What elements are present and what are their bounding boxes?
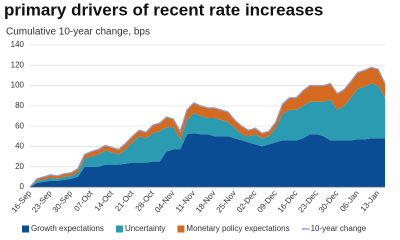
x-tick-label: 09-Dec: [255, 189, 278, 215]
y-tick-label: 100: [11, 81, 25, 90]
x-tick-label: 06-Jan: [338, 189, 361, 214]
y-tick-label: 140: [11, 40, 25, 49]
legend-swatch: [177, 225, 185, 233]
line: [29, 66, 386, 188]
x-tick-label: 02-Dec: [235, 189, 258, 215]
y-tick-label: 20: [15, 162, 24, 171]
y-tick-label: 80: [15, 101, 24, 110]
x-tick-label: 30-Sep: [51, 188, 75, 214]
x-tick-label: 23-Sep: [30, 188, 54, 214]
area: [30, 83, 385, 187]
x-tick-label: 25-Nov: [214, 189, 237, 215]
y-tick-label: 0: [20, 182, 25, 191]
x-tick-label: 07-Oct: [72, 188, 95, 213]
legend-label: Growth expectations: [31, 224, 104, 233]
legend-label: 10-year change: [311, 224, 367, 233]
x-tick-label: 04-Nov: [153, 189, 176, 215]
y-tick-label: 60: [15, 121, 24, 130]
legend-swatch: [115, 225, 123, 233]
x-tick-label: 11-Nov: [174, 189, 197, 214]
y-tick-label: 40: [15, 142, 24, 151]
legend-label: Uncertainty: [125, 224, 165, 233]
x-tick-label: 16-Sep: [10, 188, 34, 214]
x-tick-label: 30-Dec: [317, 189, 340, 215]
x-tick-label: 16-Dec: [276, 189, 299, 215]
chart-title: primary drivers of recent rate increases: [4, 0, 323, 19]
area: [30, 133, 385, 187]
y-tick-label: 120: [11, 60, 25, 69]
legend-label: Monetary policy expectations: [186, 224, 289, 233]
legend-swatch: [22, 225, 29, 233]
x-tick-label: 23-Dec: [296, 189, 319, 215]
x-tick-label: 13-Jan: [359, 189, 382, 214]
chart-subtitle: Cumulative 10-year change, bps: [6, 27, 150, 38]
x-tick-label: 14-Oct: [93, 188, 116, 213]
area: [30, 67, 385, 187]
x-tick-label: 21-Oct: [113, 188, 136, 213]
x-tick-label: 18-Nov: [194, 189, 217, 215]
